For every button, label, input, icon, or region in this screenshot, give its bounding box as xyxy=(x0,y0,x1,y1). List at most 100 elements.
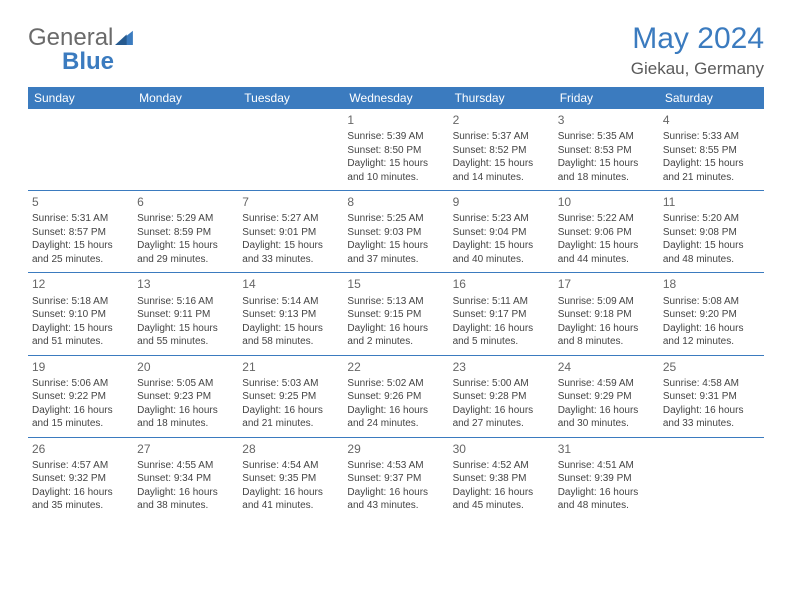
day-number: 26 xyxy=(32,441,129,457)
brand-word2: Blue xyxy=(62,48,114,75)
daylight-line: and 41 minutes. xyxy=(242,499,339,513)
daylight-line: Daylight: 16 hours xyxy=(558,486,655,500)
daylight-line: and 24 minutes. xyxy=(347,417,444,431)
daylight-line: Daylight: 15 hours xyxy=(663,157,760,171)
sunrise-line: Sunrise: 5:14 AM xyxy=(242,295,339,309)
calendar-cell: 29Sunrise: 4:53 AMSunset: 9:37 PMDayligh… xyxy=(343,437,448,519)
calendar-cell: 31Sunrise: 4:51 AMSunset: 9:39 PMDayligh… xyxy=(554,437,659,519)
sunset-line: Sunset: 9:03 PM xyxy=(347,226,444,240)
daylight-line: and 14 minutes. xyxy=(453,171,550,185)
sunset-line: Sunset: 9:35 PM xyxy=(242,472,339,486)
day-number: 31 xyxy=(558,441,655,457)
location-label: Giekau, Germany xyxy=(631,59,764,79)
calendar-cell: 20Sunrise: 5:05 AMSunset: 9:23 PMDayligh… xyxy=(133,355,238,437)
sunset-line: Sunset: 9:01 PM xyxy=(242,226,339,240)
daylight-line: and 27 minutes. xyxy=(453,417,550,431)
calendar-cell: 30Sunrise: 4:52 AMSunset: 9:38 PMDayligh… xyxy=(449,437,554,519)
calendar-cell xyxy=(28,109,133,191)
daylight-line: Daylight: 16 hours xyxy=(558,322,655,336)
sunset-line: Sunset: 8:53 PM xyxy=(558,144,655,158)
day-number: 5 xyxy=(32,194,129,210)
calendar-cell: 18Sunrise: 5:08 AMSunset: 9:20 PMDayligh… xyxy=(659,273,764,355)
sunrise-line: Sunrise: 5:00 AM xyxy=(453,377,550,391)
day-header: Saturday xyxy=(659,87,764,109)
daylight-line: and 33 minutes. xyxy=(242,253,339,267)
sunset-line: Sunset: 9:22 PM xyxy=(32,390,129,404)
daylight-line: and 48 minutes. xyxy=(663,253,760,267)
sunrise-line: Sunrise: 5:08 AM xyxy=(663,295,760,309)
triangle-icon xyxy=(115,26,133,50)
sunset-line: Sunset: 9:08 PM xyxy=(663,226,760,240)
calendar-cell: 27Sunrise: 4:55 AMSunset: 9:34 PMDayligh… xyxy=(133,437,238,519)
calendar-cell: 1Sunrise: 5:39 AMSunset: 8:50 PMDaylight… xyxy=(343,109,448,191)
calendar-cell xyxy=(659,437,764,519)
daylight-line: Daylight: 16 hours xyxy=(347,404,444,418)
calendar-cell: 28Sunrise: 4:54 AMSunset: 9:35 PMDayligh… xyxy=(238,437,343,519)
day-number: 30 xyxy=(453,441,550,457)
day-number: 18 xyxy=(663,276,760,292)
sunset-line: Sunset: 9:17 PM xyxy=(453,308,550,322)
sunset-line: Sunset: 9:13 PM xyxy=(242,308,339,322)
daylight-line: and 51 minutes. xyxy=(32,335,129,349)
daylight-line: Daylight: 16 hours xyxy=(453,404,550,418)
calendar-cell: 8Sunrise: 5:25 AMSunset: 9:03 PMDaylight… xyxy=(343,191,448,273)
sunrise-line: Sunrise: 5:35 AM xyxy=(558,130,655,144)
sunset-line: Sunset: 9:15 PM xyxy=(347,308,444,322)
day-number: 19 xyxy=(32,359,129,375)
sunrise-line: Sunrise: 4:51 AM xyxy=(558,459,655,473)
sunset-line: Sunset: 9:32 PM xyxy=(32,472,129,486)
daylight-line: Daylight: 16 hours xyxy=(453,486,550,500)
day-number: 28 xyxy=(242,441,339,457)
sunset-line: Sunset: 9:04 PM xyxy=(453,226,550,240)
calendar-cell xyxy=(238,109,343,191)
daylight-line: and 45 minutes. xyxy=(453,499,550,513)
day-number: 24 xyxy=(558,359,655,375)
day-number: 3 xyxy=(558,112,655,128)
day-number: 1 xyxy=(347,112,444,128)
daylight-line: and 29 minutes. xyxy=(137,253,234,267)
daylight-line: Daylight: 15 hours xyxy=(558,239,655,253)
sunrise-line: Sunrise: 5:37 AM xyxy=(453,130,550,144)
calendar-body: 1Sunrise: 5:39 AMSunset: 8:50 PMDaylight… xyxy=(28,109,764,519)
calendar-week-row: 19Sunrise: 5:06 AMSunset: 9:22 PMDayligh… xyxy=(28,355,764,437)
calendar-cell: 9 Sunrise: 5:23 AMSunset: 9:04 PMDaylight… xyxy=(449,191,554,273)
day-header: Monday xyxy=(133,87,238,109)
daylight-line: Daylight: 15 hours xyxy=(347,239,444,253)
daylight-line: Daylight: 15 hours xyxy=(32,322,129,336)
calendar-cell: 7Sunrise: 5:27 AMSunset: 9:01 PMDaylight… xyxy=(238,191,343,273)
day-header: Thursday xyxy=(449,87,554,109)
daylight-line: Daylight: 16 hours xyxy=(32,404,129,418)
day-number: 9 xyxy=(453,194,550,210)
day-number: 27 xyxy=(137,441,234,457)
daylight-line: and 12 minutes. xyxy=(663,335,760,349)
calendar-cell: 17Sunrise: 5:09 AMSunset: 9:18 PMDayligh… xyxy=(554,273,659,355)
day-number: 22 xyxy=(347,359,444,375)
sunrise-line: Sunrise: 4:58 AM xyxy=(663,377,760,391)
daylight-line: Daylight: 16 hours xyxy=(558,404,655,418)
header: GeneralBlue May 2024 Giekau, Germany xyxy=(28,22,764,79)
sunrise-line: Sunrise: 5:27 AM xyxy=(242,212,339,226)
daylight-line: Daylight: 16 hours xyxy=(242,404,339,418)
sunrise-line: Sunrise: 4:59 AM xyxy=(558,377,655,391)
sunrise-line: Sunrise: 5:22 AM xyxy=(558,212,655,226)
daylight-line: Daylight: 16 hours xyxy=(137,486,234,500)
daylight-line: Daylight: 16 hours xyxy=(242,486,339,500)
sunrise-line: Sunrise: 5:29 AM xyxy=(137,212,234,226)
daylight-line: and 58 minutes. xyxy=(242,335,339,349)
calendar-cell: 12Sunrise: 5:18 AMSunset: 9:10 PMDayligh… xyxy=(28,273,133,355)
sunrise-line: Sunrise: 5:09 AM xyxy=(558,295,655,309)
day-number: 29 xyxy=(347,441,444,457)
calendar-table: Sunday Monday Tuesday Wednesday Thursday… xyxy=(28,87,764,519)
daylight-line: Daylight: 15 hours xyxy=(242,322,339,336)
day-header: Friday xyxy=(554,87,659,109)
calendar-cell: 22Sunrise: 5:02 AMSunset: 9:26 PMDayligh… xyxy=(343,355,448,437)
daylight-line: and 5 minutes. xyxy=(453,335,550,349)
sunset-line: Sunset: 9:23 PM xyxy=(137,390,234,404)
daylight-line: Daylight: 15 hours xyxy=(137,239,234,253)
sunrise-line: Sunrise: 5:23 AM xyxy=(453,212,550,226)
daylight-line: and 10 minutes. xyxy=(347,171,444,185)
calendar-cell: 26Sunrise: 4:57 AMSunset: 9:32 PMDayligh… xyxy=(28,437,133,519)
day-number: 2 xyxy=(453,112,550,128)
daylight-line: Daylight: 15 hours xyxy=(453,239,550,253)
calendar-cell: 4Sunrise: 5:33 AMSunset: 8:55 PMDaylight… xyxy=(659,109,764,191)
